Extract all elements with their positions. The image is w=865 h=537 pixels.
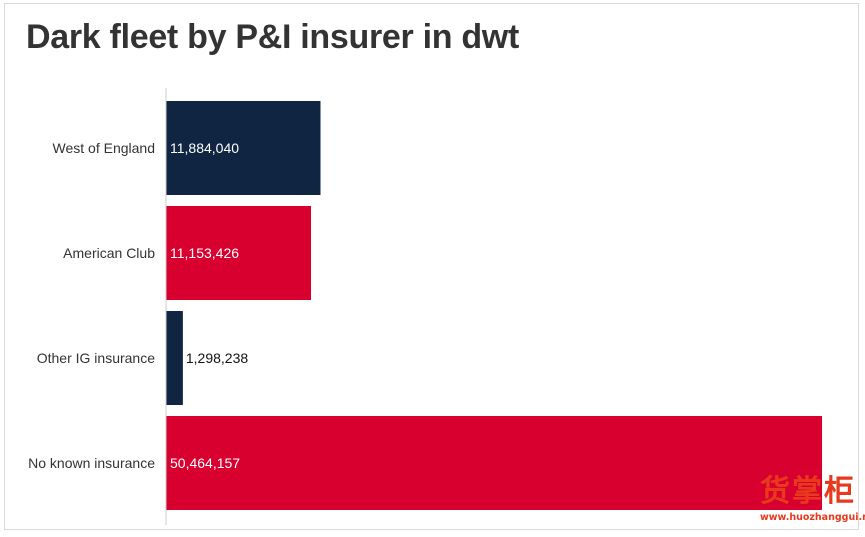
bar (166, 101, 321, 195)
bar (166, 311, 183, 405)
bar (166, 206, 311, 300)
data-label: 50,464,157 (170, 455, 240, 471)
category-label: West of England (53, 140, 155, 156)
watermark-logo: 货掌柜 www.huozhanggui.net (760, 474, 865, 528)
category-label: No known insurance (28, 455, 155, 471)
data-label: 11,153,426 (170, 245, 239, 261)
category-label: Other IG insurance (37, 350, 155, 366)
chart-title: Dark fleet by P&I insurer in dwt (26, 18, 519, 56)
data-label: 1,298,238 (186, 350, 248, 366)
data-label: 11,884,040 (170, 140, 239, 156)
bar (166, 416, 823, 510)
watermark-characters: 货掌柜 (760, 474, 856, 509)
category-label: American Club (63, 245, 155, 261)
watermark-url: www.huozhanggui.net (760, 512, 865, 523)
